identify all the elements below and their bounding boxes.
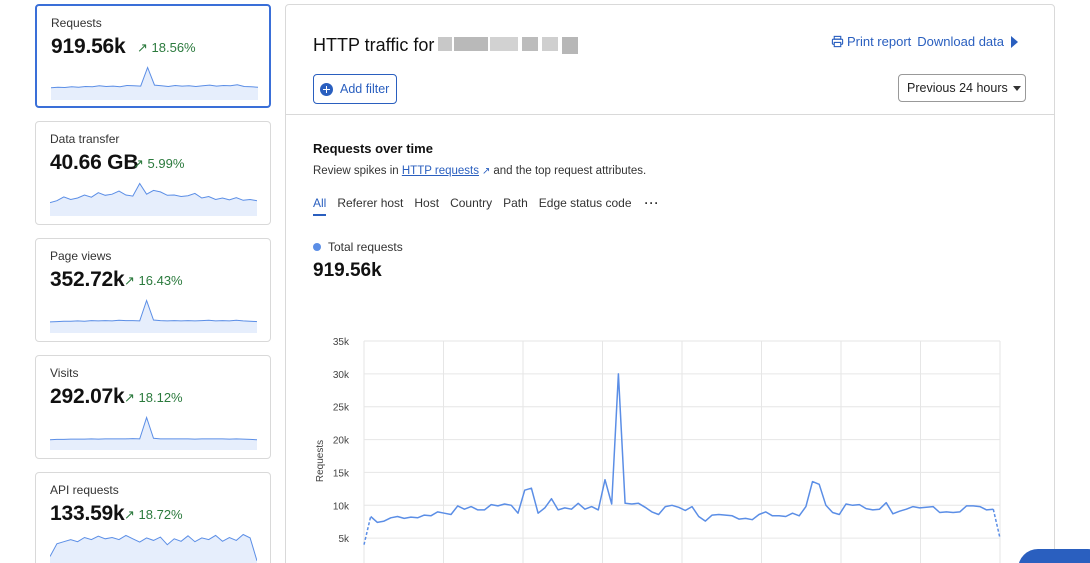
metric-card-change-value: 18.56% (151, 40, 196, 55)
series-start-segment (363, 516, 372, 545)
print-report-label: Print report (846, 34, 912, 49)
download-data-label: Download data (917, 34, 1004, 49)
metric-card-change-value: 18.72% (138, 507, 183, 522)
plus-circle-icon (320, 82, 333, 96)
metric-card-change: ↗ 18.72% (124, 507, 183, 523)
traffic-panel: HTTP traffic for Print report Download d… (285, 4, 1055, 563)
time-range-select[interactable]: Previous 24 hours (898, 74, 1026, 102)
desc-suffix: and the top request attributes. (493, 165, 647, 177)
time-range-value: Previous 24 hours (907, 81, 1008, 95)
print-report-link[interactable]: Print report (831, 34, 911, 49)
tab-host[interactable]: Host (414, 196, 440, 210)
sparkline-line (50, 415, 257, 441)
sparkline (50, 182, 257, 216)
section-description: Review spikes in HTTP requests ↗ and the t… (313, 165, 646, 177)
tab-all[interactable]: All (313, 196, 327, 216)
trend-up-icon: ↗ (124, 390, 139, 405)
metric-card-title: Requests (51, 16, 102, 30)
trend-up-icon: ↗ (124, 273, 139, 288)
y-tick-label: 20k (333, 436, 350, 447)
sparkline-line (51, 66, 258, 89)
metric-card-change: ↗ 18.56% (137, 40, 196, 56)
sparkline-line (50, 298, 257, 323)
metric-card-change-value: 5.99% (147, 156, 185, 171)
desc-prefix: Review spikes in (313, 165, 399, 177)
tab-referer-host[interactable]: Referer host (337, 196, 404, 210)
y-tick-label: 10k (333, 501, 350, 512)
tab-edge-status-code[interactable]: Edge status code (538, 196, 632, 210)
metric-card-value: 133.59k (50, 502, 125, 525)
metric-card-value: 352.72k (50, 268, 125, 291)
trend-up-icon: ↗ (124, 507, 139, 522)
metric-card[interactable]: Data transfer 40.66 GB ↗ 5.99% (35, 121, 271, 225)
trend-up-icon: ↗ (137, 40, 152, 55)
metric-card-change-value: 18.12% (138, 390, 183, 405)
tab-country[interactable]: Country (450, 196, 493, 210)
metric-card[interactable]: Visits 292.07k ↗ 18.12% (35, 355, 271, 459)
series-line-total-requests (370, 373, 994, 524)
metric-sidebar: Requests 919.56k ↗ 18.56% Data transfer 40.6… (35, 4, 272, 563)
sparkline-line (50, 182, 257, 204)
printer-icon (831, 35, 844, 48)
metric-card-value: 40.66 GB (50, 151, 139, 174)
trend-up-icon: ↗ (133, 156, 148, 171)
series-end-segment (992, 509, 1001, 539)
metric-card[interactable]: API requests 133.59k ↗ 18.72% (35, 472, 271, 563)
metric-card-value: 292.07k (50, 385, 125, 408)
metric-card-title: Data transfer (50, 132, 120, 146)
sparkline (50, 533, 257, 563)
metric-card[interactable]: Page views 352.72k ↗ 16.43% (35, 238, 271, 342)
more-tabs-icon[interactable]: ··· (644, 196, 660, 210)
page-title: HTTP traffic for (313, 35, 435, 55)
metric-card-change-value: 16.43% (138, 273, 183, 288)
caret-down-icon (1012, 85, 1021, 91)
legend-label: Total requests (328, 240, 403, 254)
metric-card-change: ↗ 16.43% (124, 273, 183, 289)
sparkline-area (50, 183, 257, 216)
download-data-link[interactable]: Download data (917, 34, 1018, 49)
http-requests-link[interactable]: HTTP requests (401, 165, 479, 177)
tab-path[interactable]: Path (503, 196, 528, 210)
sparkline-area (50, 417, 257, 450)
redacted-domain (438, 37, 578, 54)
metric-card-title: Visits (50, 366, 79, 380)
metric-card-change: ↗ 18.12% (124, 390, 183, 406)
add-filter-label: Add filter (340, 82, 390, 96)
sparkline (50, 298, 257, 333)
traffic-header: HTTP traffic for Print report Download d… (286, 5, 1054, 115)
y-tick-label: 35k (333, 337, 350, 348)
report-actions: Print report Download data (831, 34, 1018, 49)
metric-card-value: 919.56k (51, 35, 126, 58)
add-filter-button[interactable]: Add filter (313, 74, 398, 104)
y-tick-label: 15k (333, 468, 350, 479)
sparkline-line (50, 533, 257, 561)
section-title: Requests over time (313, 141, 433, 156)
y-tick-label: 25k (333, 403, 350, 414)
metric-card-title: API requests (50, 483, 119, 497)
chart-legend: Total requests (313, 240, 403, 254)
play-icon (1011, 35, 1018, 48)
attribute-tabs: All Referer host Host Country Path Edge statu… (313, 196, 671, 216)
requests-line-chart: 5k 10k 15k 20k 25k 30k 35k Requests (315, 337, 1001, 563)
y-axis-label: Requests (315, 440, 326, 482)
sparkline-area (50, 534, 257, 563)
total-requests-value: 919.56k (313, 260, 382, 281)
sparkline (50, 415, 257, 450)
sparkline-area (50, 300, 257, 333)
y-tick-label: 30k (333, 370, 350, 381)
sparkline-area (51, 67, 258, 100)
legend-dot (313, 243, 321, 251)
sparkline (51, 66, 258, 100)
external-link-icon: ↗ (481, 166, 491, 177)
metric-card[interactable]: Requests 919.56k ↗ 18.56% (35, 4, 271, 108)
help-button[interactable] (1018, 549, 1090, 563)
metric-card-title: Page views (50, 249, 112, 263)
y-tick-label: 5k (338, 534, 350, 545)
metric-card-change: ↗ 5.99% (133, 156, 184, 172)
